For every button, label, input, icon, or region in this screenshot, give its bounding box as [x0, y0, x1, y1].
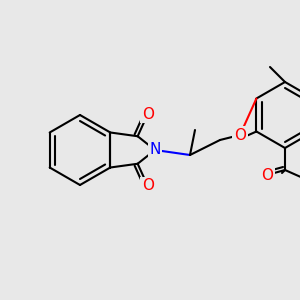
Text: O: O — [261, 167, 273, 182]
Text: O: O — [142, 107, 154, 122]
Text: O: O — [234, 128, 246, 142]
Text: N: N — [149, 142, 161, 158]
Text: O: O — [142, 178, 154, 193]
